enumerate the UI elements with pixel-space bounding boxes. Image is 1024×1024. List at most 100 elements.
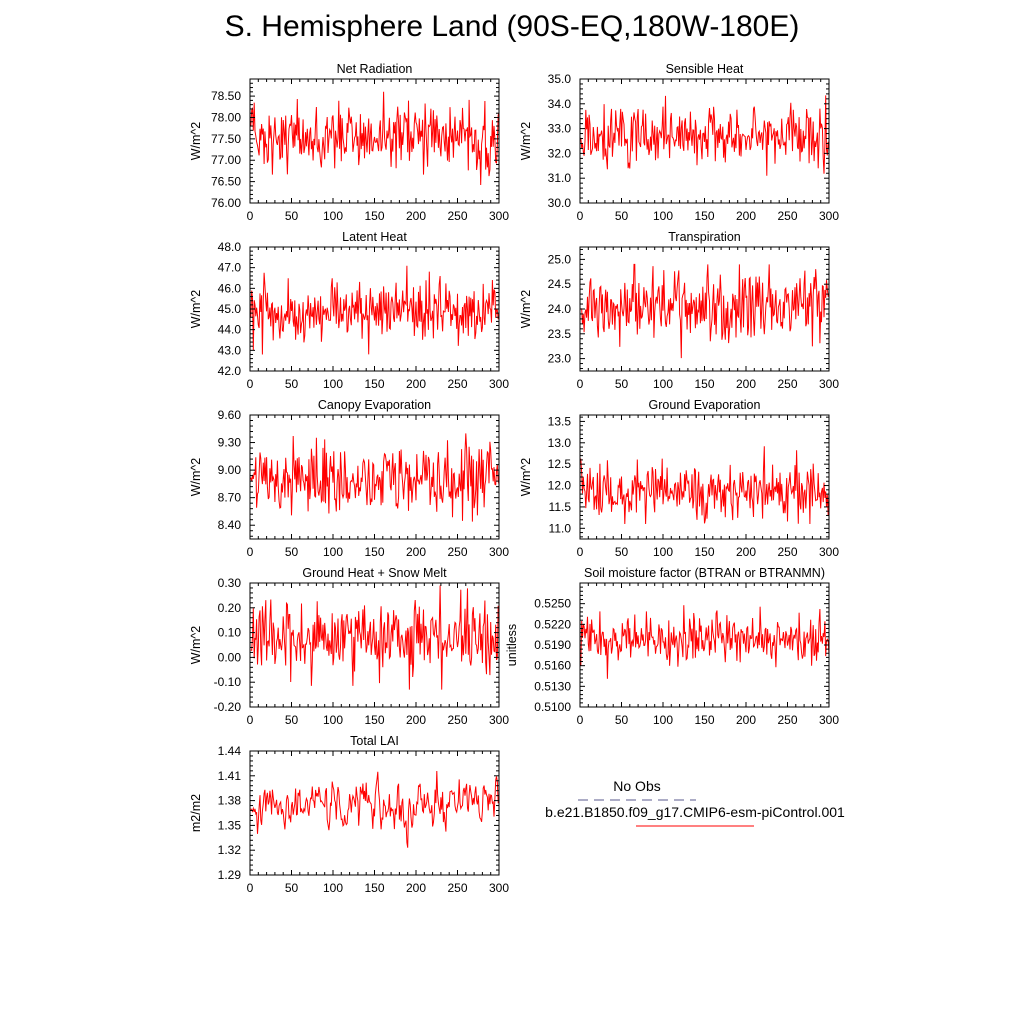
y-tick-label: 8.70: [218, 491, 242, 505]
x-tick-label: 50: [285, 545, 299, 559]
x-tick-label: 100: [323, 209, 343, 223]
series-line: [250, 265, 500, 355]
y-tick-label: 45.0: [218, 302, 242, 316]
x-tick-label: 300: [489, 377, 509, 391]
x-tick-label: 250: [447, 209, 467, 223]
y-tick-label: 13.5: [548, 414, 572, 428]
y-tick-label: 48.0: [218, 240, 242, 254]
x-tick-label: 250: [447, 545, 467, 559]
x-tick-label: 0: [577, 713, 584, 727]
x-tick-label: 200: [406, 209, 426, 223]
y-tick-label: 78.50: [211, 89, 241, 103]
panel-title: Soil moisture factor (BTRAN or BTRANMN): [584, 566, 825, 580]
x-tick-label: 0: [247, 209, 254, 223]
chart-panel: 0 50 100 150 200 250 300 11.0 11.5 12.0 12.5 13.0 13…: [519, 398, 839, 559]
y-tick-label: 34.0: [548, 97, 572, 111]
x-tick-label: 50: [615, 713, 629, 727]
chart-panel: 0 50 100 150 200 250 300 0.5100 0.5130 0.5160 0.51…: [505, 566, 839, 727]
y-tick-label: 11.0: [549, 521, 572, 535]
y-tick-label: 1.38: [218, 794, 242, 808]
y-tick-label: 35.0: [548, 72, 572, 86]
x-tick-label: 300: [819, 713, 839, 727]
series-line: [580, 605, 830, 679]
y-tick-label: 0.20: [218, 601, 242, 615]
y-tick-label: 0.5190: [534, 638, 571, 652]
x-tick-label: 300: [489, 713, 509, 727]
y-tick-label: 11.5: [549, 500, 572, 514]
x-tick-label: 50: [285, 713, 299, 727]
x-tick-label: 150: [364, 377, 384, 391]
panel-title: Net Radiation: [337, 62, 413, 76]
x-tick-label: 100: [653, 377, 673, 391]
chart-panel: 0 50 100 150 200 250 300 23.0 23.5 24.0 24.5 25.0 Tr…: [519, 230, 839, 391]
x-tick-label: 200: [406, 545, 426, 559]
x-tick-label: 200: [736, 545, 756, 559]
x-tick-label: 250: [447, 881, 467, 895]
y-tick-label: 47.0: [218, 261, 242, 275]
x-tick-label: 150: [694, 377, 714, 391]
x-tick-label: 50: [615, 545, 629, 559]
y-tick-label: 9.60: [218, 408, 242, 422]
x-tick-label: 150: [694, 713, 714, 727]
x-tick-label: 300: [819, 377, 839, 391]
x-tick-label: 300: [489, 209, 509, 223]
y-tick-label: 33.0: [548, 122, 572, 136]
x-tick-label: 50: [285, 377, 299, 391]
x-tick-label: 250: [777, 713, 797, 727]
x-tick-label: 0: [577, 545, 584, 559]
chart-panel: 0 50 100 150 200 250 300 -0.20 -0.10 0.00 0.10 0.20…: [189, 566, 509, 727]
x-tick-label: 250: [777, 377, 797, 391]
x-tick-label: 300: [819, 209, 839, 223]
y-tick-label: -0.10: [214, 675, 242, 689]
series-line: [250, 770, 500, 848]
y-axis-label: W/m^2: [189, 458, 203, 497]
x-tick-label: 100: [653, 209, 673, 223]
panel-title: Transpiration: [668, 230, 741, 244]
y-tick-label: -0.20: [214, 700, 242, 714]
y-axis-label: unitless: [505, 624, 519, 666]
y-tick-label: 1.41: [218, 769, 242, 783]
y-tick-label: 23.0: [548, 352, 572, 366]
y-tick-label: 0.5130: [534, 679, 571, 693]
y-tick-label: 0.00: [218, 650, 242, 664]
y-tick-label: 0.5250: [534, 597, 571, 611]
legend-obs-entry: No Obs: [520, 778, 754, 802]
chart-panel: 0 50 100 150 200 250 300 30.0 31.0 32.0 33.0 34.0 35…: [519, 62, 839, 223]
legend-model-entry: b.e21.B1850.f09_g17.CMIP6-esm-piControl.…: [520, 804, 870, 828]
y-tick-label: 31.0: [548, 171, 572, 185]
page-title: S. Hemisphere Land (90S-EQ,180W-180E): [224, 10, 800, 43]
x-tick-label: 150: [364, 209, 384, 223]
x-tick-label: 100: [323, 713, 343, 727]
x-tick-label: 300: [489, 881, 509, 895]
x-tick-label: 150: [364, 713, 384, 727]
panel-title: Sensible Heat: [666, 62, 744, 76]
y-tick-label: 0.5220: [534, 617, 571, 631]
y-tick-label: 12.0: [548, 479, 572, 493]
legend-obs-line: [578, 799, 696, 801]
legend: No Obs b.e21.B1850.f09_g17.CMIP6-esm-piC…: [520, 778, 870, 828]
chart-panel: 0 50 100 150 200 250 300 76.00 76.50 77.00 77.50 78…: [189, 62, 509, 223]
legend-model-label: b.e21.B1850.f09_g17.CMIP6-esm-piControl.…: [545, 804, 845, 820]
x-tick-label: 150: [694, 209, 714, 223]
y-tick-label: 77.00: [211, 153, 241, 167]
x-tick-label: 100: [653, 545, 673, 559]
x-tick-label: 250: [777, 209, 797, 223]
x-tick-label: 300: [819, 545, 839, 559]
panel-title: Latent Heat: [342, 230, 407, 244]
y-tick-label: 0.30: [218, 576, 242, 590]
x-tick-label: 150: [364, 881, 384, 895]
y-tick-label: 32.0: [548, 146, 572, 160]
x-tick-label: 0: [247, 545, 254, 559]
x-tick-label: 200: [406, 881, 426, 895]
y-tick-label: 76.50: [211, 175, 241, 189]
x-tick-label: 100: [323, 545, 343, 559]
chart-panel: 0 50 100 150 200 250 300 8.40 8.70 9.00 9.30 9.60 Ca…: [189, 398, 509, 559]
y-tick-label: 44.0: [218, 323, 242, 337]
x-tick-label: 200: [406, 713, 426, 727]
x-tick-label: 200: [736, 377, 756, 391]
y-tick-label: 1.29: [218, 868, 242, 882]
y-tick-label: 78.00: [211, 110, 241, 124]
x-tick-label: 50: [285, 209, 299, 223]
x-tick-label: 100: [323, 377, 343, 391]
